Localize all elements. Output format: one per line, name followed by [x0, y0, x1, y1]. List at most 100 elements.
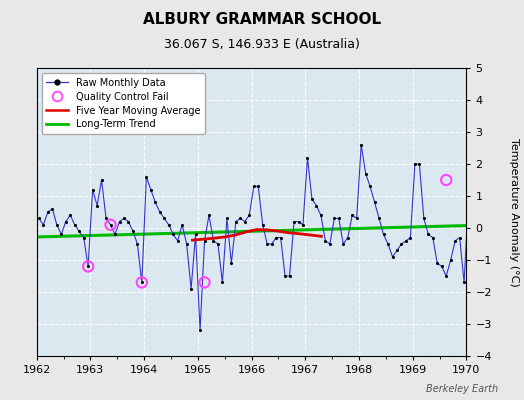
Point: [388, 254, 397, 260]
Point: [66, 212, 74, 218]
Point: [151, 199, 159, 206]
Point: [303, 154, 312, 161]
Point: [433, 260, 441, 266]
Point: [236, 215, 245, 222]
Point: [384, 241, 392, 247]
Point: [249, 183, 258, 190]
Point: [348, 212, 356, 218]
Point: [62, 218, 70, 225]
Point: [455, 234, 464, 241]
Point: [80, 234, 88, 241]
Point: [97, 177, 106, 183]
Point: [325, 241, 334, 247]
Point: [316, 212, 325, 218]
Point: [245, 212, 254, 218]
Point: [406, 234, 414, 241]
Point: [299, 222, 307, 228]
Point: [429, 234, 437, 241]
Point: [393, 247, 401, 254]
Point: [263, 241, 271, 247]
Point: [129, 228, 137, 234]
Point: [160, 215, 168, 222]
Point: [286, 273, 294, 279]
Point: [379, 231, 388, 238]
Point: [258, 222, 267, 228]
Point: [330, 215, 339, 222]
Point: [93, 202, 101, 209]
Point: [106, 222, 115, 228]
Point: [227, 260, 236, 266]
Point: [344, 234, 352, 241]
Point: [165, 222, 173, 228]
Point: [241, 218, 249, 225]
Point: [147, 186, 155, 193]
Point: [200, 238, 209, 244]
Point: [438, 263, 446, 270]
Point: [370, 199, 379, 206]
Point: [308, 196, 316, 202]
Point: [366, 183, 374, 190]
Point: [173, 238, 182, 244]
Point: [281, 273, 289, 279]
Point: [335, 215, 343, 222]
Point: [397, 241, 406, 247]
Point: [187, 286, 195, 292]
Point: [138, 279, 146, 286]
Point: [464, 193, 473, 199]
Point: [223, 215, 231, 222]
Point: [339, 241, 347, 247]
Text: 36.067 S, 146.933 E (Australia): 36.067 S, 146.933 E (Australia): [164, 38, 360, 51]
Point: [52, 222, 61, 228]
Point: [106, 222, 115, 228]
Point: [102, 215, 110, 222]
Point: [209, 238, 217, 244]
Point: [48, 206, 57, 212]
Point: [218, 279, 226, 286]
Point: [411, 161, 419, 167]
Point: [290, 218, 298, 225]
Point: [115, 218, 124, 225]
Point: [138, 279, 146, 286]
Point: [75, 228, 83, 234]
Point: [84, 263, 92, 270]
Point: [420, 215, 428, 222]
Point: [254, 183, 263, 190]
Point: [375, 215, 383, 222]
Point: [267, 241, 276, 247]
Point: [124, 218, 133, 225]
Text: ALBURY GRAMMAR SCHOOL: ALBURY GRAMMAR SCHOOL: [143, 12, 381, 27]
Point: [353, 215, 361, 222]
Y-axis label: Temperature Anomaly (°C): Temperature Anomaly (°C): [509, 138, 519, 286]
Point: [232, 218, 240, 225]
Point: [277, 234, 285, 241]
Point: [169, 231, 178, 238]
Point: [424, 231, 432, 238]
Point: [156, 209, 164, 215]
Point: [442, 273, 451, 279]
Point: [71, 222, 79, 228]
Point: [205, 212, 213, 218]
Point: [402, 238, 410, 244]
Point: [294, 218, 303, 225]
Legend: Raw Monthly Data, Quality Control Fail, Five Year Moving Average, Long-Term Tren: Raw Monthly Data, Quality Control Fail, …: [41, 73, 205, 134]
Point: [182, 241, 191, 247]
Point: [357, 142, 365, 148]
Point: [451, 238, 460, 244]
Point: [200, 279, 209, 286]
Point: [84, 263, 92, 270]
Point: [39, 222, 48, 228]
Point: [142, 174, 150, 180]
Point: [178, 222, 187, 228]
Text: Berkeley Earth: Berkeley Earth: [425, 384, 498, 394]
Point: [312, 202, 321, 209]
Point: [89, 186, 97, 193]
Point: [196, 327, 204, 334]
Point: [442, 177, 451, 183]
Point: [133, 241, 141, 247]
Point: [415, 161, 423, 167]
Point: [57, 231, 66, 238]
Point: [191, 231, 200, 238]
Point: [120, 215, 128, 222]
Point: [111, 231, 119, 238]
Point: [362, 170, 370, 177]
